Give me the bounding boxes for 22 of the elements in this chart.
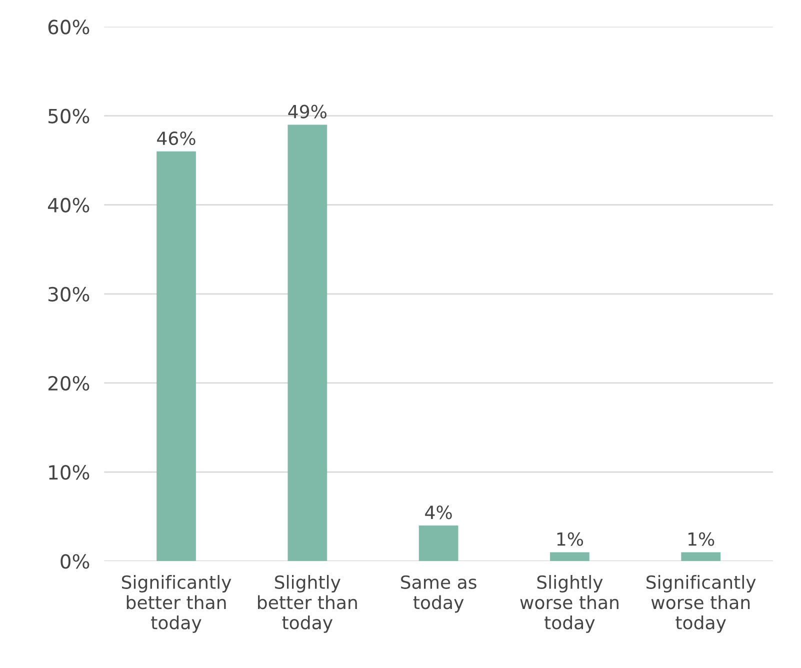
bar: [156, 151, 196, 562]
bar: [288, 124, 328, 562]
data-label: 4%: [425, 506, 452, 520]
x-tick-label: Significantly better than today: [122, 575, 232, 633]
bar: [550, 552, 590, 562]
data-label: 46%: [157, 131, 196, 146]
y-tick-label: 30%: [48, 286, 90, 302]
x-tick-label: Slightly better than today: [258, 575, 357, 633]
y-tick-label: 10%: [49, 465, 90, 480]
x-tick-label: Slightly worse than today: [520, 575, 618, 633]
x-tick-label: Significantly worse than today: [646, 575, 756, 633]
y-tick-label: 20%: [48, 376, 90, 391]
bar: [418, 525, 458, 562]
x-tick-label: Same as today: [401, 575, 476, 613]
data-label: 1%: [688, 532, 714, 546]
y-tick-label: 60%: [48, 20, 90, 34]
y-tick-label: 40%: [48, 198, 90, 213]
y-tick-label: 50%: [48, 108, 90, 124]
bar: [681, 552, 721, 562]
y-tick-label: 0%: [60, 554, 90, 569]
data-label: 49%: [288, 104, 326, 118]
data-label: 1%: [557, 532, 584, 546]
